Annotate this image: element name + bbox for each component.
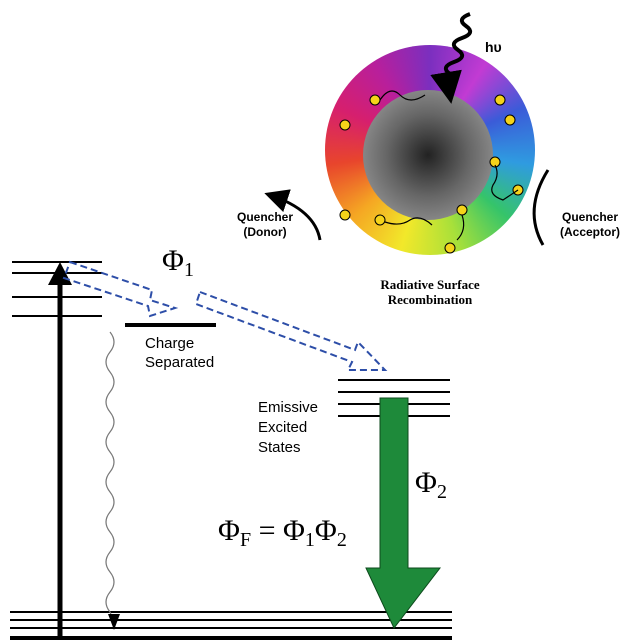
arrow-head (108, 614, 120, 630)
acceptor-arrow (532, 169, 550, 246)
emission-arrow (365, 397, 442, 629)
charges (339, 94, 524, 254)
donor-arrow (264, 189, 322, 241)
quencher-acceptor: Quencher (Acceptor) (560, 210, 620, 239)
nonradiative-decay (105, 331, 115, 623)
excited-levels (12, 261, 102, 317)
ground-levels (10, 611, 452, 640)
photon-label: hυ (485, 39, 502, 55)
charge-paths (379, 90, 519, 241)
phi1: Φ1 (162, 244, 194, 281)
equation: ΦF = Φ1Φ2 (218, 514, 347, 551)
quencher-donor: Quencher (Donor) (237, 210, 293, 239)
phi2: Φ2 (415, 466, 447, 503)
charge-separated-label: Charge Separated (145, 335, 214, 371)
nanoparticle-core (363, 90, 493, 220)
transfer-arrows (62, 260, 388, 371)
ring-caption: Radiative Surface Recombination (380, 277, 480, 307)
emissive-label: Emissive Excited States (258, 399, 318, 456)
photon-arrow (430, 12, 473, 104)
